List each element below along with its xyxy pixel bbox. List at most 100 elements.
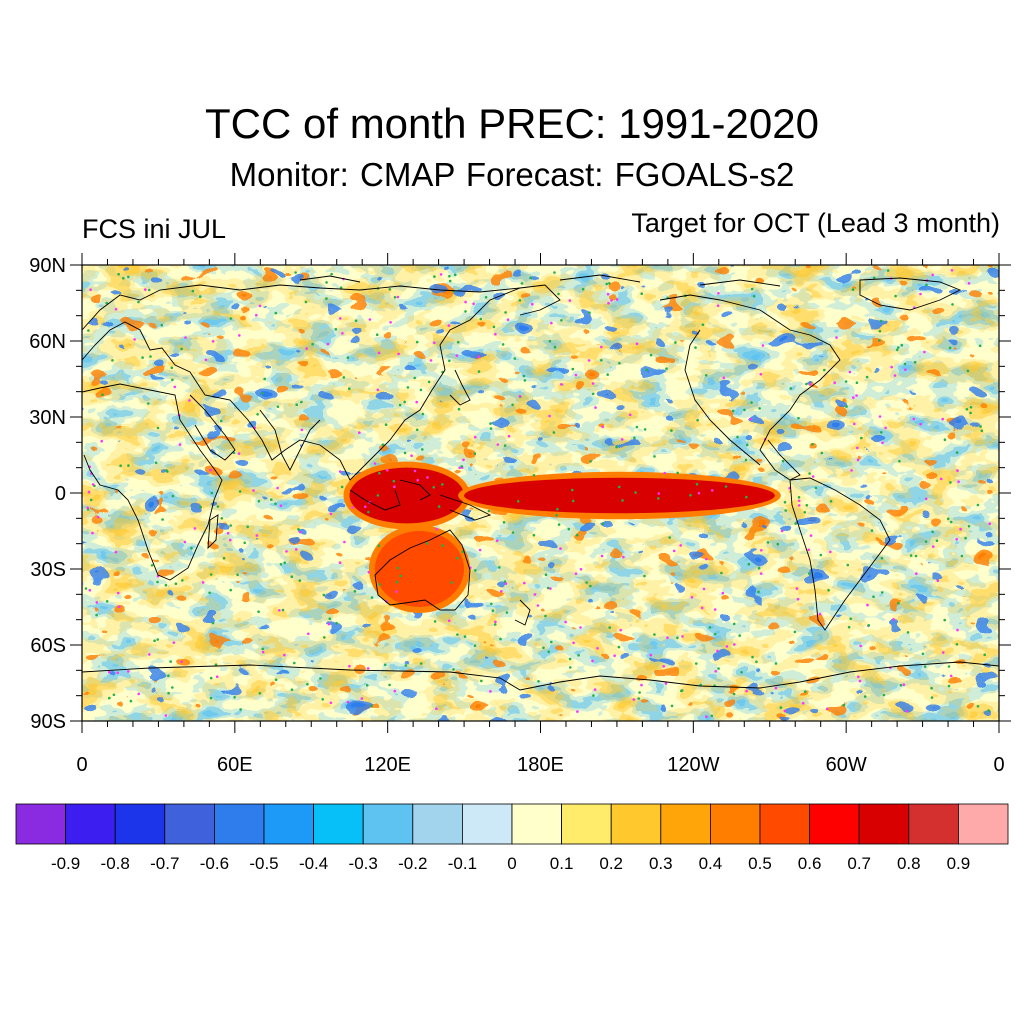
significance-dot <box>848 370 852 374</box>
significance-dot <box>533 593 537 596</box>
significance-dot <box>520 282 524 285</box>
significance-dot <box>957 480 960 484</box>
significance-dot <box>101 393 104 397</box>
colorbar-label: 0.2 <box>599 854 623 873</box>
significance-dot <box>311 342 314 346</box>
significance-dot <box>383 663 387 667</box>
significance-dot <box>375 333 379 337</box>
significance-dot <box>819 553 823 557</box>
significance-dot <box>689 494 692 497</box>
significance-dot <box>632 698 636 701</box>
significance-dot <box>897 346 900 349</box>
significance-dot <box>983 653 986 657</box>
significance-dot <box>600 359 603 362</box>
significance-dot <box>925 283 928 287</box>
significance-dot <box>523 581 526 585</box>
significance-dot <box>856 446 859 450</box>
significance-dot <box>346 700 350 704</box>
significance-dot <box>489 422 492 425</box>
significance-dot <box>847 625 851 629</box>
significance-dot <box>199 505 202 509</box>
colorbar-swatch <box>461 803 513 845</box>
colorbar-label: -0.4 <box>299 854 328 873</box>
significance-dot <box>127 670 130 673</box>
significance-dot <box>339 286 343 290</box>
significance-dot <box>571 488 574 492</box>
significance-dot <box>635 342 639 346</box>
colorbar-label: 0.7 <box>847 854 871 873</box>
significance-dot <box>261 391 264 395</box>
significance-dot <box>878 415 882 418</box>
significance-dot <box>415 400 419 404</box>
lat-tick-label: 30N <box>29 407 66 429</box>
lat-tick-label: 60S <box>30 635 66 657</box>
significance-dot <box>568 299 572 302</box>
significance-dot <box>560 319 563 322</box>
significance-dot <box>960 554 964 558</box>
significance-dot <box>181 579 184 582</box>
significance-dot <box>567 527 571 531</box>
significance-dot <box>210 491 214 495</box>
significance-dot <box>290 575 294 578</box>
significance-dot <box>939 477 943 481</box>
significance-dot <box>494 332 497 336</box>
colorbar-swatch <box>313 803 364 845</box>
significance-dot <box>432 486 436 489</box>
significance-dot <box>855 394 858 397</box>
coastline-greenland <box>859 277 962 311</box>
significance-dot <box>462 458 465 462</box>
significance-dot <box>634 491 637 494</box>
significance-dot <box>919 422 922 426</box>
significance-dot <box>386 469 389 472</box>
lat-tick-label: 90S <box>30 711 66 733</box>
significance-dot <box>761 344 765 347</box>
significance-dot <box>850 469 853 472</box>
significance-dot <box>643 428 647 431</box>
significance-dot <box>807 548 810 552</box>
significance-dot <box>153 639 156 642</box>
significance-dot <box>878 339 881 342</box>
significance-dot <box>354 319 358 323</box>
significance-dot <box>351 506 354 509</box>
significance-dot <box>797 504 801 507</box>
significance-dot <box>403 451 407 455</box>
significance-dot <box>921 652 925 656</box>
significance-dot <box>117 272 120 276</box>
significance-dot <box>270 498 273 501</box>
colorbar-swatch <box>164 803 215 845</box>
significance-dot <box>506 318 510 322</box>
significance-dot <box>622 555 625 559</box>
significance-dot <box>326 342 330 346</box>
significance-dot <box>679 544 682 547</box>
significance-dot <box>657 492 661 495</box>
significance-dot <box>827 589 830 592</box>
significance-dot <box>924 540 928 543</box>
colorbar-swatch <box>958 803 1009 845</box>
significance-dot <box>279 504 283 508</box>
significance-dot <box>930 686 933 690</box>
significance-dot <box>258 304 262 308</box>
significance-dot <box>897 601 900 605</box>
significance-dot <box>697 491 701 495</box>
significance-dot <box>298 530 302 534</box>
significance-dot <box>708 626 712 629</box>
significance-dot <box>220 517 224 520</box>
significance-dot <box>474 569 477 572</box>
significance-dot <box>148 653 151 656</box>
significance-dot <box>536 604 540 607</box>
colorbar-label: 0.6 <box>798 854 822 873</box>
colorbar-swatch <box>908 803 959 845</box>
significance-dot <box>805 382 808 386</box>
significance-dot <box>209 676 213 680</box>
significance-dot <box>456 556 459 560</box>
significance-dot <box>169 660 172 663</box>
significance-dot <box>464 310 467 313</box>
significance-dot <box>511 403 514 407</box>
significance-dot <box>547 650 550 654</box>
lon-tick-label: 120E <box>364 754 411 776</box>
significance-dot <box>147 402 150 405</box>
significance-dot <box>670 429 673 432</box>
significance-dot <box>183 540 187 544</box>
significance-dot <box>555 514 558 517</box>
significance-dot <box>795 587 799 590</box>
